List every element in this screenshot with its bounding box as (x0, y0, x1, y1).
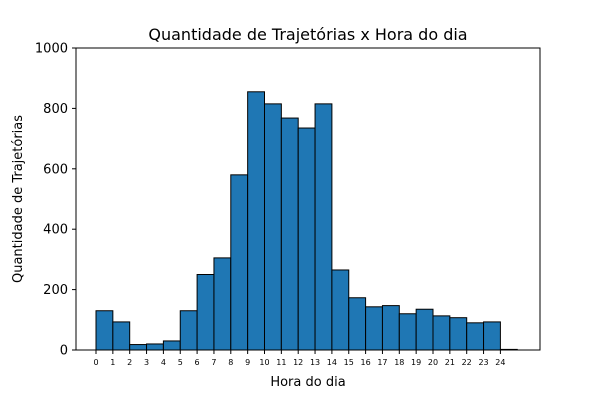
x-tick-label-1: 1 (110, 358, 115, 367)
x-tick-label-18: 18 (394, 358, 404, 367)
x-tick-label-10: 10 (259, 358, 269, 367)
bar-hour-15 (348, 297, 367, 351)
x-tick-label-0: 0 (93, 358, 98, 367)
ticks-layer: 0 1 2 3 4 5 6 7 8 9 10 11 12 13 14 15 16 17 18 19 20 21 22 23 24… (35, 42, 506, 368)
y-tick-label-0: 0 (60, 344, 68, 359)
bar-hour-18 (398, 313, 417, 351)
x-tick-label-24: 24 (495, 358, 505, 367)
bar-hour-7 (213, 257, 232, 351)
x-axis-label: Hora do dia (270, 375, 345, 390)
plot-frame (75, 47, 541, 351)
x-tick-label-19: 19 (411, 358, 421, 367)
x-tick-label-7: 7 (211, 358, 216, 367)
bar-hour-17 (381, 305, 400, 351)
y-axis-label: Quantidade de Trajetórias (11, 115, 26, 283)
bar-hour-20 (432, 315, 451, 351)
bar-hour-13 (314, 103, 333, 351)
bar-hour-4 (162, 340, 181, 351)
bar-hour-5 (179, 310, 198, 351)
bar-hour-0 (95, 310, 114, 351)
x-tick-label-13: 13 (310, 358, 320, 367)
y-tick-label-800: 800 (43, 102, 68, 117)
bar-hour-12 (297, 127, 316, 351)
bar-hour-9 (247, 91, 265, 351)
x-tick-label-23: 23 (478, 358, 488, 367)
x-tick-label-20: 20 (428, 358, 438, 367)
x-tick-label-11: 11 (276, 358, 286, 367)
bar-hour-1 (112, 321, 131, 351)
bar-hour-21 (449, 317, 468, 351)
bar-hour-11 (280, 117, 299, 351)
bar-hour-2 (129, 344, 148, 351)
x-tick-label-6: 6 (195, 358, 200, 367)
x-tick-label-22: 22 (462, 358, 472, 367)
x-tick-label-16: 16 (361, 358, 371, 367)
x-tick-label-9: 9 (245, 358, 250, 367)
chart-title: Quantidade de Trajetórias x Hora do dia (148, 25, 467, 44)
bar-hour-6 (196, 274, 215, 351)
bar-hour-8 (230, 174, 249, 351)
x-tick-label-21: 21 (445, 358, 455, 367)
bar-hour-22 (466, 322, 485, 351)
y-tick-label-200: 200 (43, 283, 68, 298)
x-tick-label-17: 17 (377, 358, 387, 367)
bar-hour-3 (146, 343, 164, 351)
x-tick-label-8: 8 (228, 358, 233, 367)
x-tick-label-14: 14 (327, 358, 337, 367)
bar-hour-10 (264, 103, 282, 351)
x-tick-label-12: 12 (293, 358, 303, 367)
y-tick-label-1000: 1000 (35, 42, 68, 57)
x-tick-label-3: 3 (144, 358, 149, 367)
x-tick-label-4: 4 (161, 358, 166, 367)
bar-hour-14 (331, 269, 350, 351)
bar-hour-23 (483, 321, 501, 351)
bar-hour-19 (415, 308, 434, 351)
y-tick-label-600: 600 (43, 162, 68, 177)
bar-hour-16 (365, 306, 383, 351)
x-tick-label-15: 15 (344, 358, 354, 367)
x-tick-label-5: 5 (178, 358, 183, 367)
x-tick-label-2: 2 (127, 358, 132, 367)
y-tick-label-400: 400 (43, 223, 68, 238)
